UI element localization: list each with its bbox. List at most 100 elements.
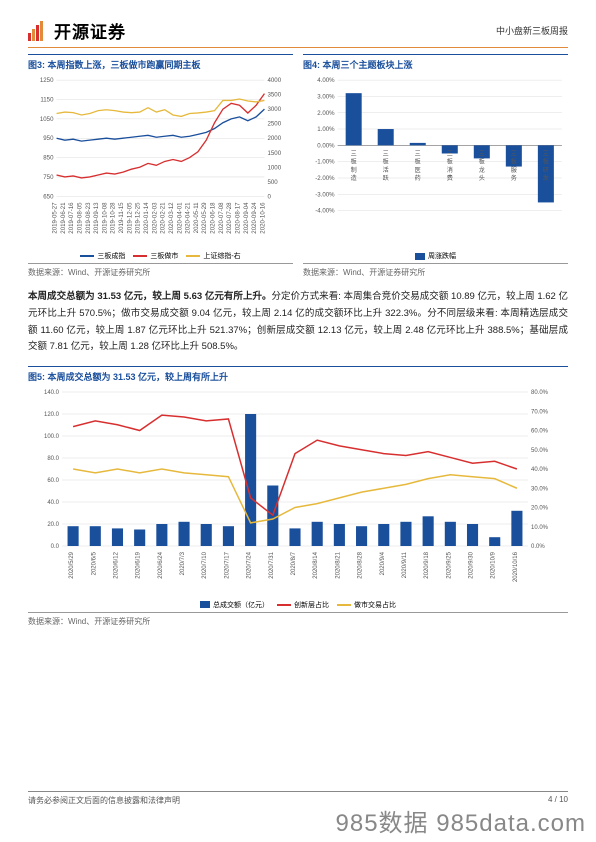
watermark: 985数据 985data.com: [336, 803, 586, 838]
svg-text:3000: 3000: [268, 106, 282, 113]
body-paragraph: 本周成交总额为 31.53 亿元，较上周 5.63 亿元有所上升。分定价方式来看…: [28, 289, 568, 356]
svg-text:务: 务: [511, 174, 517, 182]
svg-text:0.0%: 0.0%: [531, 544, 545, 550]
svg-text:2020/7/17: 2020/7/17: [224, 551, 230, 578]
svg-text:140.0: 140.0: [44, 390, 60, 396]
svg-text:药: 药: [415, 174, 421, 182]
chart3-canvas: 6507508509501050115012500500100015002000…: [28, 74, 293, 247]
svg-text:2019-10-28: 2019-10-28: [110, 202, 117, 234]
svg-text:750: 750: [43, 174, 54, 181]
svg-text:2019-08-05: 2019-08-05: [76, 202, 83, 234]
svg-text:10.0%: 10.0%: [531, 525, 549, 531]
svg-text:0.0: 0.0: [51, 544, 60, 550]
svg-text:2020-03-12: 2020-03-12: [168, 202, 175, 234]
svg-text:2020-06-18: 2020-06-18: [210, 202, 217, 234]
svg-text:板: 板: [383, 158, 389, 166]
chart5-legend-0: 总成交额（亿元）: [213, 600, 269, 610]
svg-text:活: 活: [383, 166, 389, 174]
svg-text:2020/10/9: 2020/10/9: [491, 551, 497, 578]
svg-text:板: 板: [351, 158, 357, 166]
report-type: 中小盘新三板周报: [496, 24, 568, 37]
svg-text:2019-11-15: 2019-11-15: [118, 202, 125, 233]
svg-text:费: 费: [447, 174, 453, 182]
svg-text:2000: 2000: [268, 135, 282, 142]
svg-text:40.0: 40.0: [47, 500, 59, 506]
svg-text:发: 发: [543, 174, 549, 182]
svg-text:2500: 2500: [268, 121, 282, 128]
svg-text:-2.00%: -2.00%: [315, 175, 335, 182]
svg-text:2020-04-21: 2020-04-21: [185, 202, 192, 234]
svg-text:2020-09-24: 2020-09-24: [251, 202, 258, 234]
svg-text:2020-07-28: 2020-07-28: [226, 202, 233, 234]
svg-text:板: 板: [543, 158, 549, 166]
svg-text:2020/8/7: 2020/8/7: [291, 551, 297, 575]
chart4-canvas: -4.00% -3.00% -2.00% -1.00% 0.00% 1.00% 2.00% 3…: [303, 74, 568, 247]
svg-text:三: 三: [511, 151, 517, 158]
svg-text:1050: 1050: [40, 116, 54, 123]
chart4-legend-0: 周涨跌幅: [428, 251, 456, 261]
svg-text:2020-05-29: 2020-05-29: [201, 202, 208, 234]
svg-text:三: 三: [351, 151, 357, 158]
svg-text:2.00%: 2.00%: [317, 110, 335, 117]
chart3-legend-1: 三板做市: [150, 251, 178, 261]
svg-text:2020/6/5: 2020/6/5: [91, 551, 97, 575]
svg-text:2020-05-11: 2020-05-11: [193, 202, 200, 233]
svg-text:2020/8/14: 2020/8/14: [313, 551, 319, 578]
svg-text:2020/8/28: 2020/8/28: [358, 551, 364, 578]
svg-text:2020/7/3: 2020/7/3: [180, 551, 186, 575]
svg-text:三: 三: [543, 151, 549, 158]
svg-text:2020/10/16: 2020/10/16: [513, 551, 519, 582]
svg-text:2020/6/12: 2020/6/12: [113, 551, 119, 578]
svg-text:4.00%: 4.00%: [317, 77, 335, 84]
svg-text:板: 板: [415, 158, 421, 166]
chart4-source: 数据来源：Wind、开源证券研究所: [303, 263, 568, 281]
svg-text:30.0%: 30.0%: [531, 486, 549, 492]
svg-text:50.0%: 50.0%: [531, 448, 549, 454]
chart4-container: 图4: 本周三个主题板块上涨 -4.00% -3.00% -2.00% -1.00% 0…: [303, 54, 568, 281]
svg-text:板: 板: [447, 158, 453, 166]
chart5-legend-2: 做市交易占比: [354, 600, 396, 610]
svg-text:2020/9/4: 2020/9/4: [380, 551, 386, 575]
svg-text:造: 造: [351, 174, 357, 182]
svg-text:1.00%: 1.00%: [317, 126, 335, 133]
svg-text:2020/6/19: 2020/6/19: [136, 551, 142, 578]
svg-text:2019-12-05: 2019-12-05: [126, 202, 133, 234]
chart4-title: 图4: 本周三个主题板块上涨: [303, 54, 568, 74]
chart5-legend-1: 创新层占比: [294, 600, 329, 610]
chart3-legend-2: 上证综指-右: [203, 251, 240, 261]
svg-text:120.0: 120.0: [44, 412, 60, 418]
svg-text:850: 850: [43, 155, 54, 162]
svg-text:三: 三: [447, 151, 453, 158]
svg-text:2019-06-21: 2019-06-21: [60, 202, 67, 234]
svg-text:-3.00%: -3.00%: [315, 191, 335, 198]
svg-text:2019-09-13: 2019-09-13: [93, 202, 100, 234]
svg-text:2019-05-27: 2019-05-27: [52, 202, 59, 234]
svg-text:2020-04-01: 2020-04-01: [176, 202, 183, 234]
svg-text:消: 消: [447, 166, 453, 174]
svg-text:3.00%: 3.00%: [317, 93, 335, 100]
chart3-legend: 三板成指 三板做市 上证综指-右: [28, 251, 293, 261]
svg-text:三: 三: [383, 151, 389, 158]
svg-text:2020/9/25: 2020/9/25: [446, 551, 452, 578]
svg-text:板: 板: [511, 158, 517, 166]
chart5-container: 图5: 本周成交总额为 31.53 亿元，较上周有所上升 0.020.040.0…: [28, 366, 568, 630]
svg-text:2020-01-14: 2020-01-14: [143, 202, 150, 234]
svg-text:2020/9/11: 2020/9/11: [402, 551, 408, 578]
svg-text:2019-08-23: 2019-08-23: [85, 202, 92, 234]
chart4-legend: 周涨跌幅: [303, 251, 568, 261]
svg-text:-4.00%: -4.00%: [315, 208, 335, 215]
svg-text:医: 医: [415, 167, 421, 174]
company-logo: 开源证券: [28, 18, 126, 43]
svg-text:跃: 跃: [383, 174, 389, 182]
svg-text:-1.00%: -1.00%: [315, 159, 335, 166]
svg-text:2020/9/18: 2020/9/18: [424, 551, 430, 578]
svg-text:2020-10-16: 2020-10-16: [259, 202, 266, 234]
svg-text:服: 服: [511, 167, 517, 174]
svg-text:20.0: 20.0: [47, 522, 59, 528]
svg-text:2020-09-04: 2020-09-04: [243, 202, 250, 234]
footer-disclaimer: 请务必参阅正文后面的信息披露和法律声明: [28, 795, 180, 806]
svg-text:70.0%: 70.0%: [531, 409, 549, 415]
svg-text:制: 制: [351, 166, 357, 174]
chart5-legend: 总成交额（亿元） 创新层占比 做市交易占比: [28, 600, 568, 610]
svg-text:0.00%: 0.00%: [317, 142, 335, 149]
